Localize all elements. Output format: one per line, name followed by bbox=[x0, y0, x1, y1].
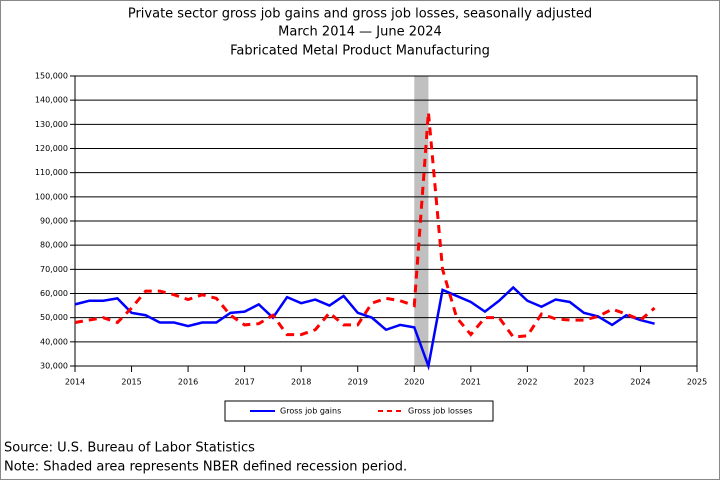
y-tick-label: 70,000 bbox=[40, 265, 68, 274]
x-tick-label: 2024 bbox=[630, 378, 650, 387]
x-tick-label: 2019 bbox=[348, 378, 368, 387]
x-tick-label: 2014 bbox=[65, 378, 85, 387]
x-tick-label: 2016 bbox=[178, 378, 198, 387]
legend-box bbox=[224, 400, 494, 422]
y-tick-label: 100,000 bbox=[35, 192, 68, 201]
x-tick-label: 2021 bbox=[461, 378, 481, 387]
y-tick-label: 130,000 bbox=[35, 120, 68, 129]
legend-label: Gross job gains bbox=[280, 407, 341, 416]
plot-border bbox=[74, 75, 698, 367]
y-tick-label: 80,000 bbox=[40, 241, 68, 250]
y-tick-label: 150,000 bbox=[35, 72, 68, 81]
note: Note: Shaded area represents NBER define… bbox=[4, 460, 407, 475]
y-tick-label: 120,000 bbox=[35, 144, 68, 153]
y-tick-label: 40,000 bbox=[40, 337, 68, 346]
y-tick-label: 110,000 bbox=[35, 168, 68, 177]
x-tick-label: 2020 bbox=[404, 378, 424, 387]
chart-title: Private sector gross job gains and gross… bbox=[128, 7, 592, 22]
y-tick-label: 50,000 bbox=[40, 313, 68, 322]
x-tick-label: 2017 bbox=[234, 378, 254, 387]
x-tick-label: 2018 bbox=[291, 378, 311, 387]
chart-subtitle: Fabricated Metal Product Manufacturing bbox=[230, 44, 490, 59]
x-tick-label: 2015 bbox=[121, 378, 141, 387]
series-line bbox=[74, 285, 655, 371]
y-tick-label: 30,000 bbox=[40, 362, 68, 371]
legend-label: Gross job losses bbox=[408, 407, 472, 416]
x-tick-label: 2022 bbox=[517, 378, 537, 387]
chart-subtitle: March 2014 — June 2024 bbox=[278, 25, 442, 40]
series-line bbox=[74, 112, 656, 339]
y-tick-label: 140,000 bbox=[35, 96, 68, 105]
x-tick-label: 2025 bbox=[687, 378, 707, 387]
x-tick-label: 2023 bbox=[574, 378, 594, 387]
y-tick-label: 90,000 bbox=[40, 217, 68, 226]
y-tick-label: 60,000 bbox=[40, 289, 68, 298]
source: Source: U.S. Bureau of Labor Statistics bbox=[4, 441, 255, 456]
